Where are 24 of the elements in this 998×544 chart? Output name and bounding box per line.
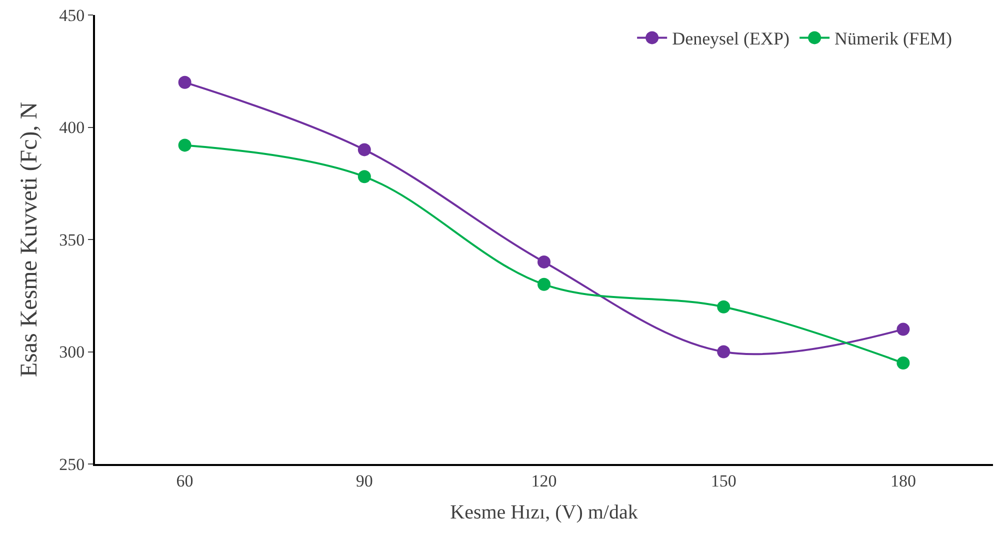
x-tick-label: 90 [356, 471, 373, 490]
legend-label: Nümerik (FEM) [834, 28, 952, 49]
point [178, 138, 192, 152]
point [178, 76, 192, 89]
point [717, 300, 730, 314]
y-tick-label: 250 [59, 454, 85, 474]
y-axis-title: Esas Kesme Kuvveti (Fc), N [16, 102, 43, 378]
x-tick-label: 150 [710, 471, 736, 490]
point [896, 356, 910, 370]
point [358, 143, 371, 156]
y-tick-label: 300 [59, 342, 85, 362]
x-tick-label: 120 [531, 471, 557, 490]
point [358, 170, 371, 184]
x-tick-label: 60 [176, 471, 194, 490]
x-tick-label: 180 [890, 471, 916, 490]
y-tick-label: 400 [59, 118, 85, 138]
x-axis-title: Kesme Hızı, (V) m/dak [450, 501, 638, 524]
legend-label: Deneysel (EXP) [672, 28, 790, 49]
y-tick-label: 450 [59, 6, 85, 25]
point [717, 345, 730, 358]
y-tick-label: 350 [59, 230, 85, 250]
point [896, 322, 910, 336]
point [538, 255, 550, 268]
point [538, 278, 550, 291]
